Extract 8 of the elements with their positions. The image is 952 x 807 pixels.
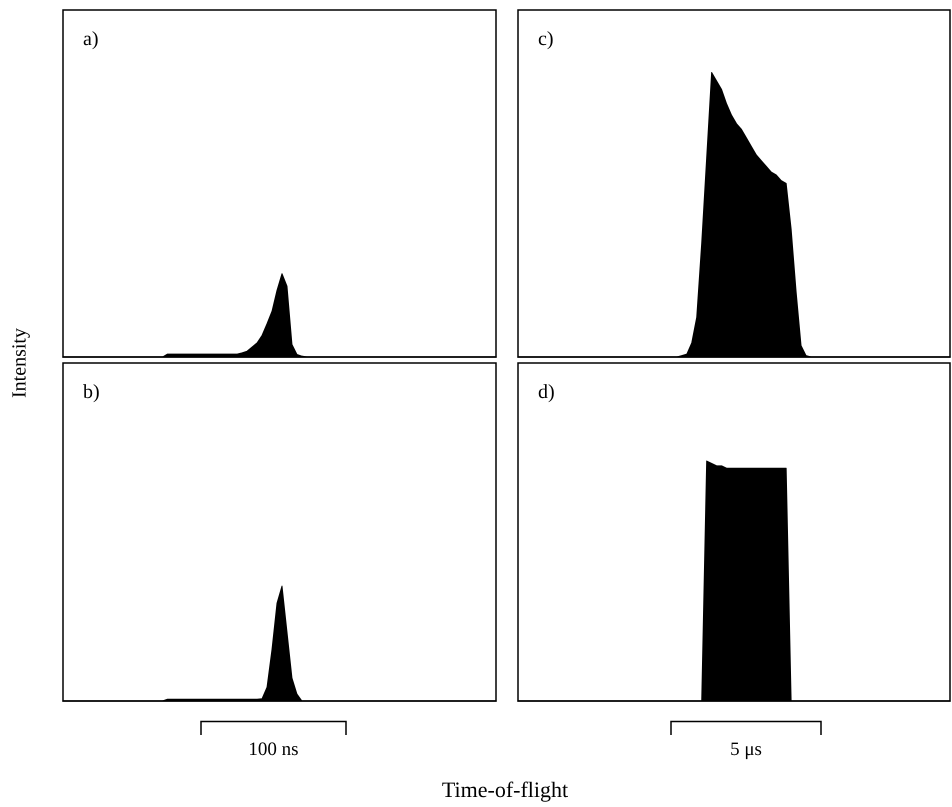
x-axis-title: Time-of-flight bbox=[442, 777, 568, 803]
text: 100 ns bbox=[248, 739, 299, 761]
chart-title: c) bbox=[538, 28, 554, 50]
y-axis-title: Intensity bbox=[8, 328, 32, 398]
chart-title: d) bbox=[538, 381, 555, 403]
chart-title: b) bbox=[83, 381, 100, 403]
chart-title: a) bbox=[83, 28, 99, 50]
text: 5 μs bbox=[730, 739, 762, 761]
